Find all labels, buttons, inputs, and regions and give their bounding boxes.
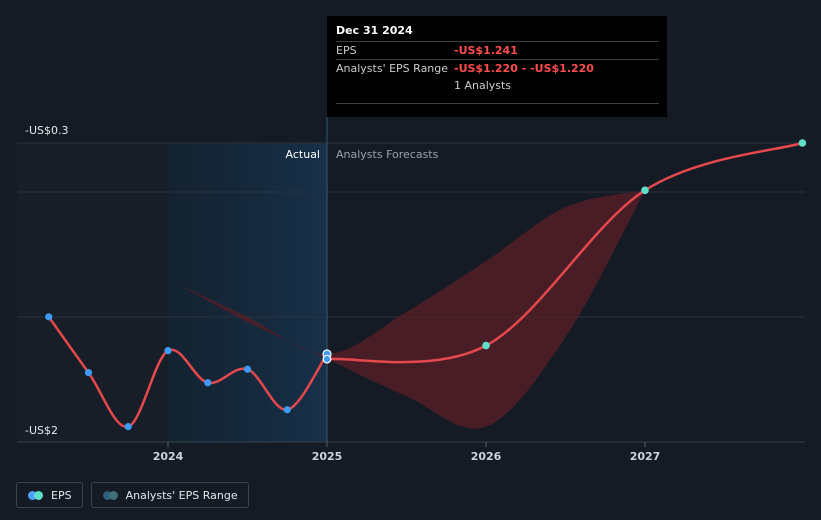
x-tick-label-2024: 2024 [153, 450, 184, 463]
legend-eps[interactable]: EPS [16, 482, 83, 508]
legend-eps-label: EPS [51, 488, 72, 502]
tooltip-analysts-key [336, 77, 454, 103]
tooltip-analysts-value: 1 Analysts [454, 79, 512, 92]
eps-actual-line [47, 316, 329, 428]
eps-forecast-point-1 [482, 341, 490, 350]
x-tick-label-2026: 2026 [471, 450, 502, 463]
analysts-range-band [175, 190, 645, 429]
tooltip-row-eps: EPS -US$1.241 [336, 41, 659, 59]
tooltip-range-value: -US$1.220 - -US$1.220 [454, 62, 594, 75]
y-axis-bottom-label: -US$2 [25, 424, 58, 437]
tooltip-date: Dec 31 2024 [336, 24, 413, 37]
x-tick-label-2025: 2025 [312, 450, 343, 463]
eps-actual-point-1 [84, 369, 93, 377]
eps-actual-point-4 [204, 379, 212, 387]
eps-forecast-line [326, 141, 803, 364]
eps-legend-icon [28, 490, 43, 500]
actual-period-shade [168, 143, 327, 442]
legend: EPS Analysts' EPS Range [16, 482, 249, 508]
eps-forecast-point-3 [798, 139, 807, 147]
tooltip-range-key: Analysts' EPS Range [336, 62, 449, 75]
eps-actual-point-0 [45, 313, 53, 321]
actual-section-label: Actual [286, 148, 320, 161]
tooltip-row-analysts: 1 Analysts [336, 77, 659, 104]
legend-analysts-range[interactable]: Analysts' EPS Range [90, 482, 249, 508]
eps-forecast-point-0 [322, 354, 332, 364]
legend-range-label: Analysts' EPS Range [125, 488, 238, 502]
tooltip-eps-key: EPS [336, 44, 357, 57]
forecast-section-label: Analysts Forecasts [336, 148, 439, 161]
eps-actual-point-6 [283, 406, 291, 414]
tooltip-eps-value: -US$1.241 [454, 44, 518, 57]
eps-actual-point-3 [164, 347, 172, 355]
pre-2024-shade [17, 143, 168, 442]
hover-tooltip: Dec 31 2024 EPS -US$1.241 Analysts' EPS … [327, 16, 667, 117]
y-axis-top-label: -US$0.3 [25, 124, 69, 137]
tooltip-row-range: Analysts' EPS Range -US$1.220 - -US$1.22… [336, 59, 659, 77]
range-legend-icon [102, 490, 118, 500]
x-tick-label-2027: 2027 [630, 450, 661, 463]
eps-actual-point-5 [243, 365, 252, 373]
eps-forecast-point-2 [641, 186, 649, 195]
eps-actual-point-2 [124, 423, 132, 431]
